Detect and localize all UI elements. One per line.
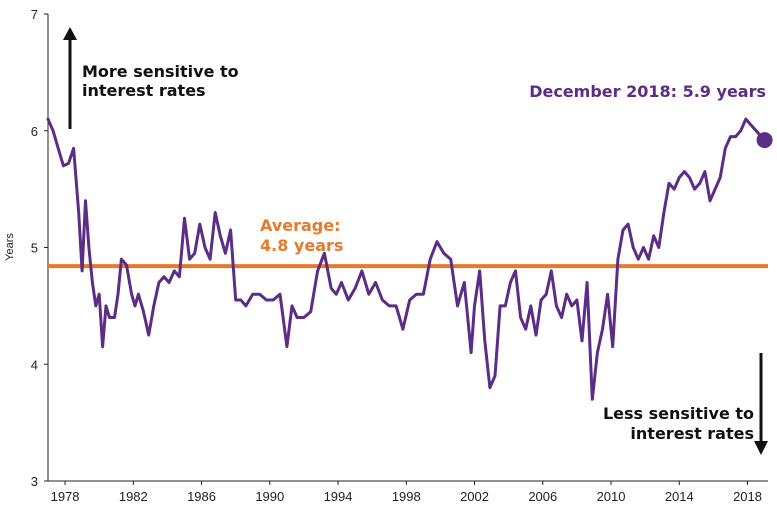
endpoint-marker xyxy=(756,132,773,149)
x-tick-label: 1998 xyxy=(392,489,421,504)
x-tick-label: 2002 xyxy=(460,489,489,504)
y-tick-labels: 3 4 5 6 7 xyxy=(31,7,48,489)
top-annotation-line2: interest rates xyxy=(82,81,206,100)
x-tick-label: 1978 xyxy=(51,489,80,504)
average-label-line2: 4.8 years xyxy=(260,236,343,255)
average-label-line1: Average: xyxy=(260,216,340,235)
up-arrow-icon xyxy=(63,27,77,40)
x-tick-label: 2010 xyxy=(597,489,626,504)
x-tick-label: 1982 xyxy=(119,489,148,504)
y-axis-title: Years xyxy=(4,233,16,261)
x-tick-label: 1986 xyxy=(187,489,216,504)
x-tick-labels: 1978 1982 1986 1990 1994 1998 2002 2006 2010 2014… xyxy=(51,481,762,504)
y-tick-label: 5 xyxy=(31,241,38,256)
y-tick-label: 6 xyxy=(31,124,38,139)
x-tick-label: 1994 xyxy=(324,489,353,504)
y-tick-label: 7 xyxy=(31,7,38,22)
x-tick-label: 2006 xyxy=(528,489,557,504)
x-tick-label: 2014 xyxy=(665,489,694,504)
bottom-annotation-line1: Less sensitive to xyxy=(603,404,754,423)
x-tick-label: 2018 xyxy=(733,489,762,504)
series-line xyxy=(46,117,767,401)
top-annotation-line1: More sensitive to xyxy=(82,62,239,81)
x-tick-label: 1990 xyxy=(255,489,284,504)
endpoint-label: December 2018: 5.9 years xyxy=(529,82,766,101)
y-tick-label: 3 xyxy=(31,474,38,489)
y-tick-label: 4 xyxy=(31,357,38,372)
down-arrow-icon xyxy=(754,441,768,455)
bottom-annotation-line2: interest rates xyxy=(630,424,754,443)
